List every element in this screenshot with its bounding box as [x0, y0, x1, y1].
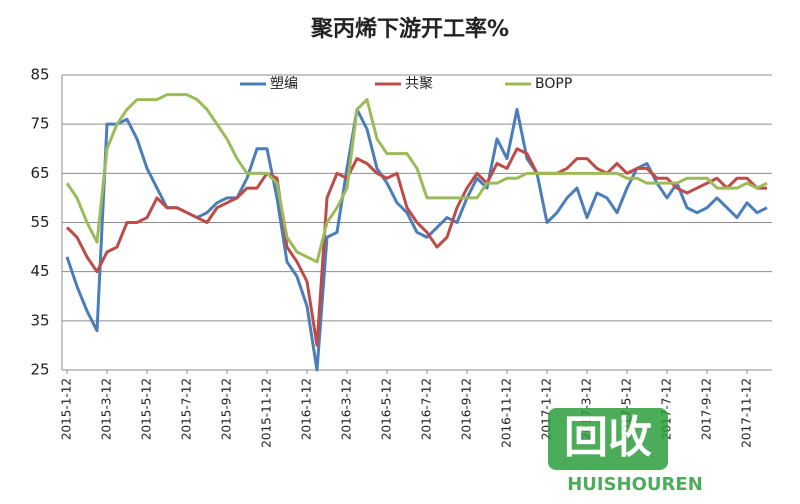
x-tick-label: 2016-9-12	[460, 378, 474, 440]
series-line	[65, 107, 768, 372]
legend-label: BOPP	[535, 76, 572, 92]
watermark: 回收 HUISHOUREN	[548, 408, 703, 495]
y-tick-label: 45	[30, 262, 49, 280]
x-tick-label: 2017-11-12	[740, 378, 754, 448]
y-tick-label: 75	[30, 115, 49, 133]
y-tick-label: 25	[30, 361, 49, 379]
x-tick-label: 2016-11-12	[500, 378, 514, 448]
x-tick-label: 2015-11-12	[260, 378, 274, 448]
legend-label: 塑编	[270, 76, 298, 92]
y-tick-label: 35	[30, 311, 49, 329]
watermark-text: HUISHOUREN	[567, 474, 703, 495]
watermark-badge	[548, 408, 668, 470]
x-tick-label: 2015-7-12	[180, 378, 194, 440]
series-line	[65, 147, 767, 347]
x-tick-label: 2015-5-12	[140, 378, 154, 440]
chart-title: 聚丙烯下游开工率%	[310, 16, 509, 42]
y-tick-label: 85	[30, 66, 49, 84]
x-tick-label: 2015-9-12	[220, 378, 234, 440]
x-tick-label: 2016-1-12	[300, 378, 314, 440]
x-tick-label: 2016-3-12	[340, 378, 354, 440]
legend-label: 共聚	[405, 76, 433, 92]
x-tick-label: 2016-7-12	[420, 378, 434, 440]
x-tick-label: 2015-1-12	[60, 378, 74, 440]
y-tick-label: 65	[30, 164, 49, 182]
x-tick-label: 2015-3-12	[100, 378, 114, 440]
x-tick-label: 2017-9-12	[700, 378, 714, 440]
watermark-icon: 回收	[564, 412, 652, 463]
y-tick-label: 55	[30, 213, 49, 231]
series-line	[65, 93, 768, 264]
x-tick-label: 2016-5-12	[380, 378, 394, 440]
